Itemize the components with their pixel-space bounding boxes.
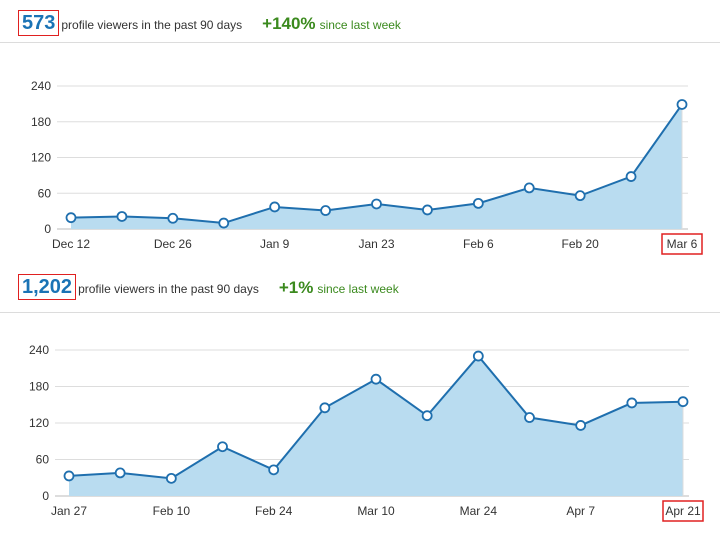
data-point[interactable]: [524, 412, 535, 423]
data-point[interactable]: [319, 402, 331, 414]
chart-panel-2: 1,202 profile viewers in the past 90 day…: [0, 270, 720, 540]
data-point[interactable]: [625, 171, 637, 182]
data-point[interactable]: [575, 420, 587, 431]
y-tick-label: 180: [29, 380, 49, 394]
data-point[interactable]: [65, 212, 77, 224]
data-point[interactable]: [676, 99, 688, 110]
y-tick-label: 120: [31, 151, 51, 165]
x-tick-label: Mar 6: [667, 237, 698, 251]
x-tick-label: Feb 6: [463, 237, 494, 251]
highlight-box: [661, 233, 703, 255]
y-tick-label: 60: [38, 186, 52, 200]
y-tick-label: 240: [31, 79, 51, 93]
x-tick-label: Dec 26: [154, 237, 192, 251]
line-chart-2: 0 60 120 180 240 Jan 27 Feb 10 Feb 24 Mar 10 Mar …: [29, 343, 704, 522]
data-point[interactable]: [63, 470, 75, 482]
data-point[interactable]: [320, 205, 331, 216]
x-tick-label: Feb 10: [153, 504, 191, 518]
change-caption: since last week: [317, 282, 399, 296]
data-point[interactable]: [422, 204, 433, 216]
viewers-caption: profile viewers in the past 90 days: [61, 18, 243, 32]
series-area: [71, 104, 682, 229]
data-point[interactable]: [167, 212, 179, 224]
data-point[interactable]: [626, 397, 638, 409]
stats-header: 573 profile viewers in the past 90 days …: [18, 10, 401, 40]
data-point[interactable]: [217, 441, 228, 453]
data-point[interactable]: [269, 201, 281, 213]
data-point[interactable]: [218, 217, 230, 229]
data-point[interactable]: [116, 211, 128, 222]
x-tick-label: Apr 7: [566, 504, 595, 518]
data-point[interactable]: [268, 464, 280, 476]
x-tick-label: Feb 24: [255, 504, 293, 518]
data-point[interactable]: [472, 350, 484, 362]
header-divider: [0, 312, 720, 313]
change-percent: +140%: [262, 14, 316, 33]
data-point[interactable]: [677, 396, 689, 408]
highlight-box: [662, 500, 704, 522]
line-chart-1: 0 60 120 180 240 Dec 12 Dec 26 Jan 9 Jan 23 Feb 6…: [31, 79, 703, 255]
x-tick-label: Jan 23: [358, 237, 394, 251]
x-tick-label: Feb 20: [561, 237, 599, 251]
change-caption: since last week: [319, 18, 401, 32]
y-tick-label: 60: [36, 453, 50, 467]
change-percent: +1%: [278, 278, 314, 297]
data-point[interactable]: [574, 190, 586, 202]
x-tick-label: Mar 24: [460, 504, 498, 518]
y-tick-label: 240: [29, 343, 49, 357]
viewers-caption: profile viewers in the past 90 days: [78, 282, 259, 296]
viewer-count[interactable]: 1,202: [18, 274, 77, 300]
y-tick-label: 0: [42, 489, 49, 503]
x-tick-label: Jan 9: [260, 237, 290, 251]
x-tick-label: Mar 10: [357, 504, 395, 518]
header-divider: [0, 42, 720, 43]
series-area: [69, 356, 683, 496]
viewer-count[interactable]: 573: [18, 10, 60, 36]
stats-header: 1,202 profile viewers in the past 90 day…: [18, 274, 399, 304]
data-point[interactable]: [165, 472, 177, 484]
data-point[interactable]: [114, 467, 126, 479]
data-point[interactable]: [421, 410, 433, 422]
data-point[interactable]: [523, 182, 535, 194]
x-tick-label: Apr 21: [665, 504, 701, 518]
chart-panel-1: 573 profile viewers in the past 90 days …: [0, 10, 720, 255]
x-tick-label: Jan 27: [51, 504, 87, 518]
x-tick-label: Dec 12: [52, 237, 90, 251]
y-tick-label: 180: [31, 115, 51, 129]
y-tick-label: 0: [44, 222, 51, 236]
data-point[interactable]: [472, 197, 484, 209]
y-tick-label: 120: [29, 416, 49, 430]
data-point[interactable]: [371, 198, 382, 210]
data-point[interactable]: [370, 373, 382, 385]
